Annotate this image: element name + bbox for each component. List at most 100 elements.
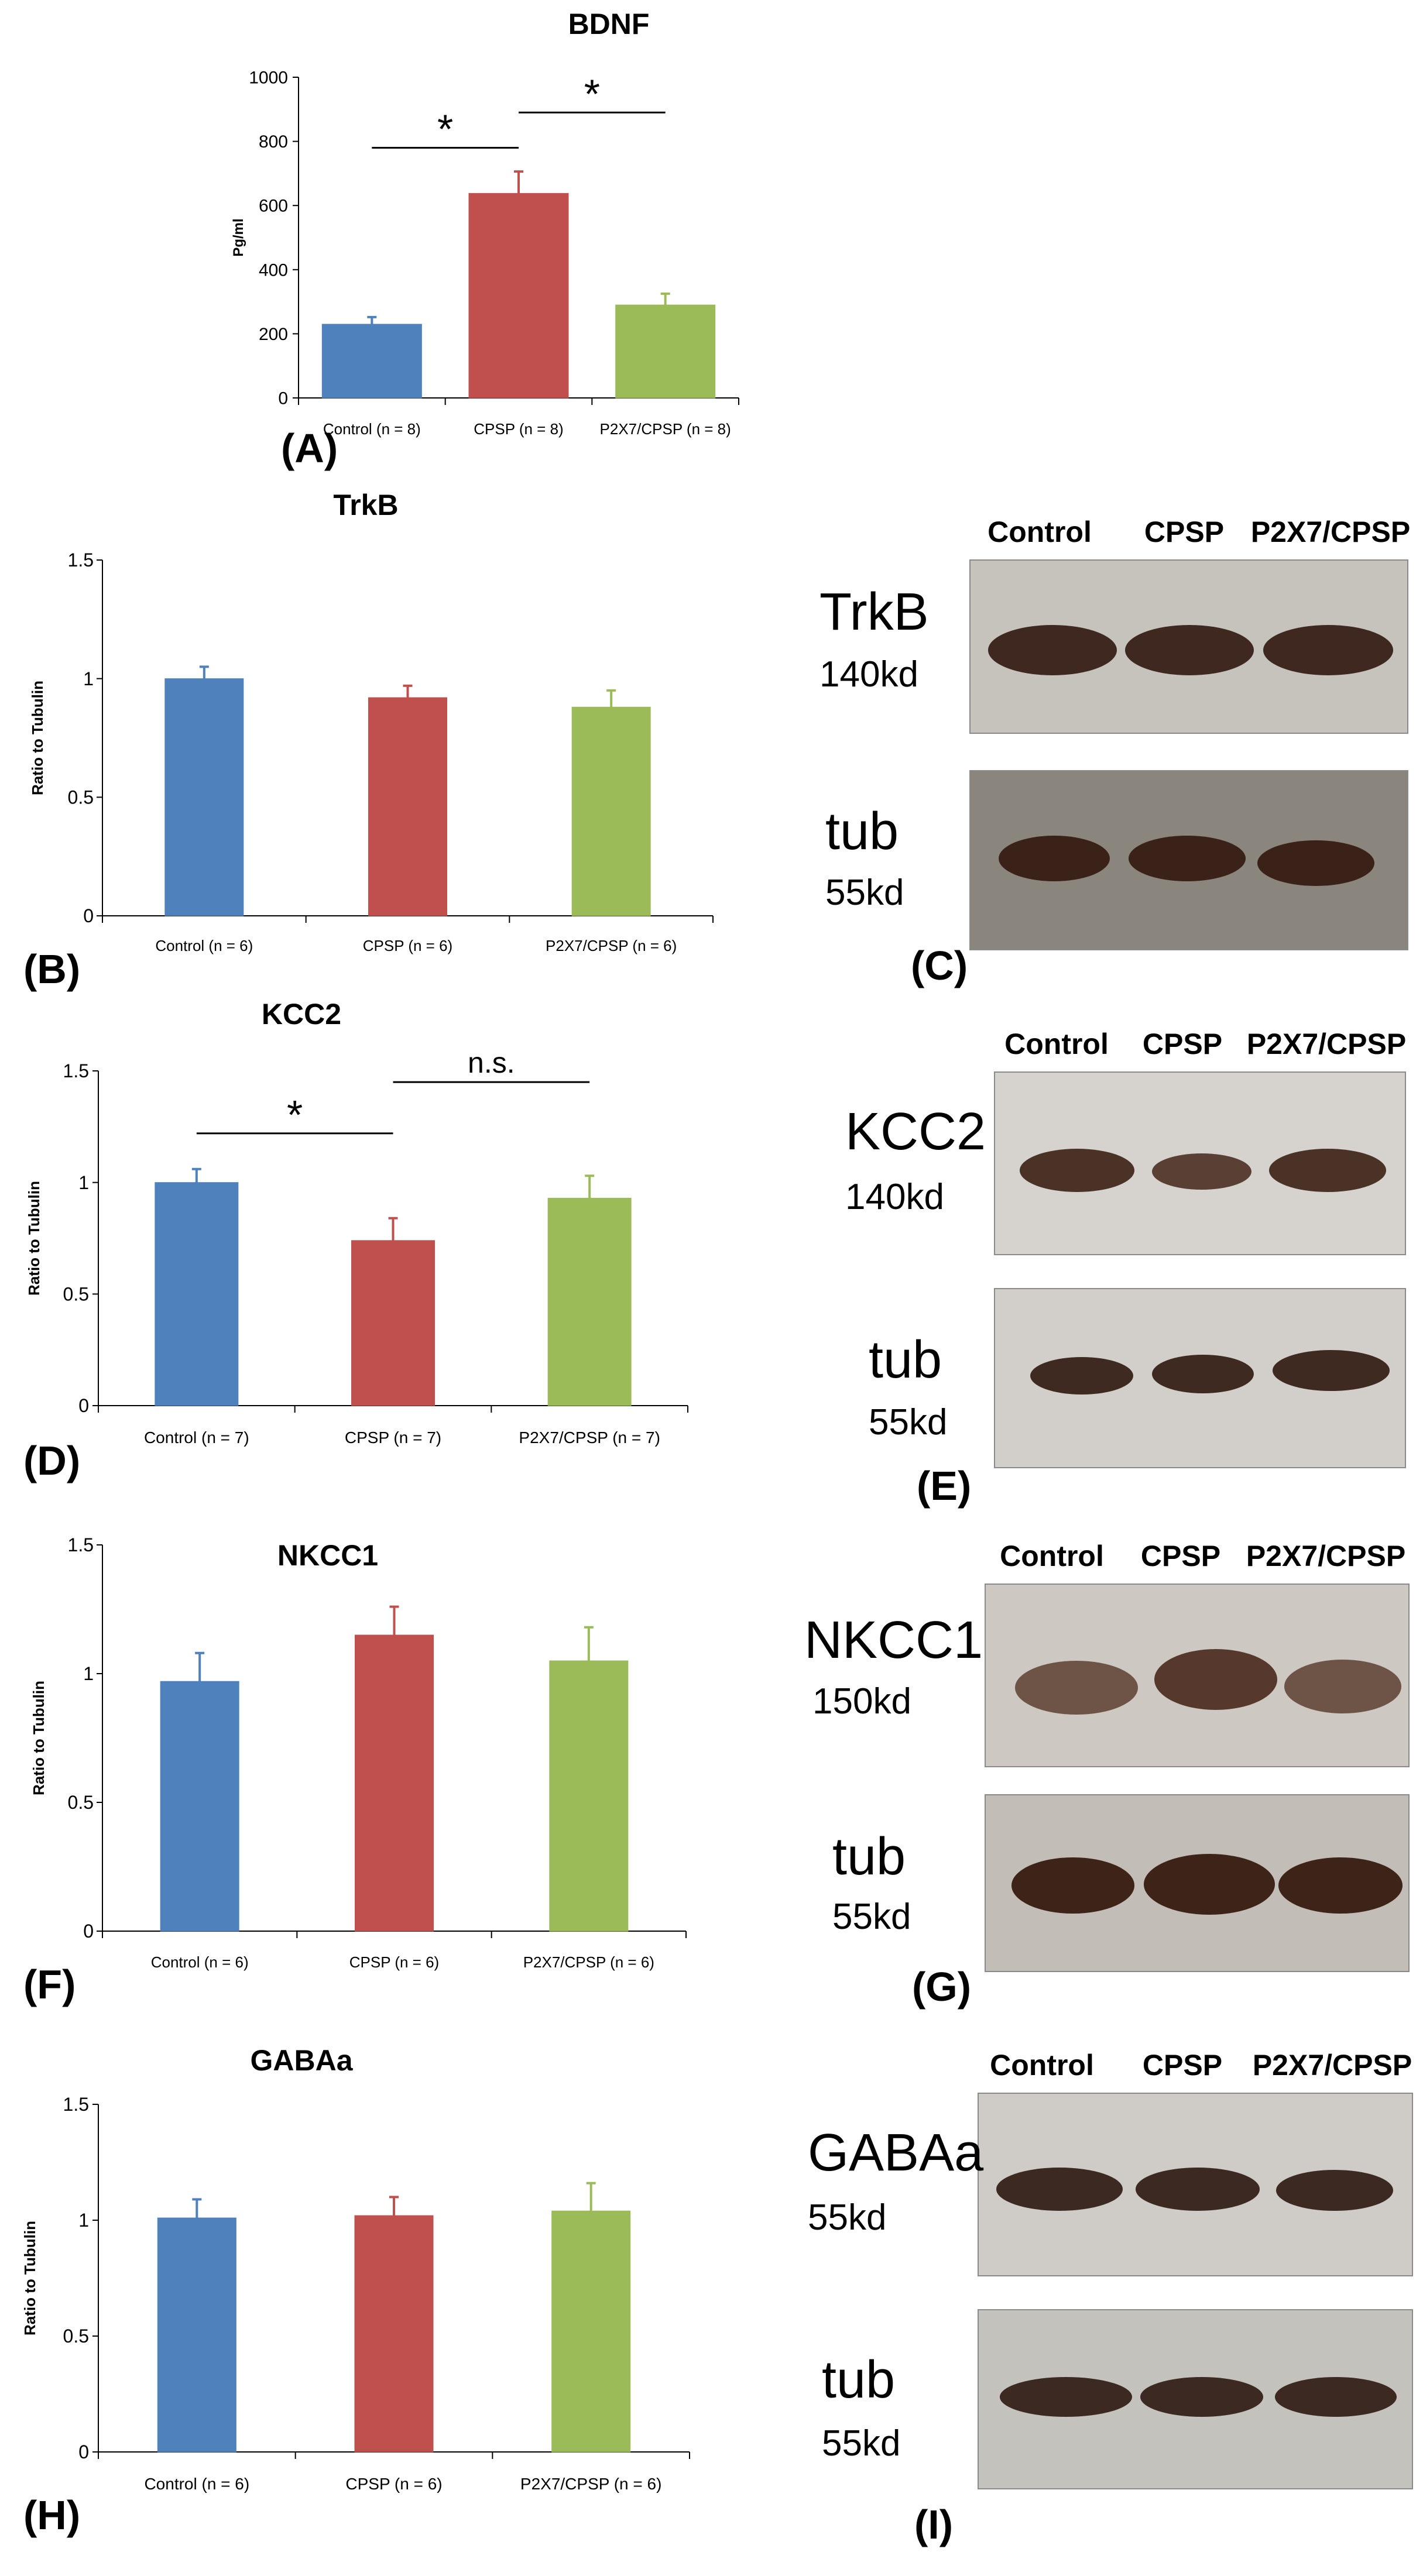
y-tick-label: 800 xyxy=(259,132,288,152)
bar xyxy=(615,304,716,399)
bar xyxy=(551,2210,631,2453)
y-tick-label: 1 xyxy=(83,1663,94,1684)
lane-label-cpsp: CPSP xyxy=(1140,1540,1221,1572)
loading-control-kd-label: 55kd xyxy=(822,2423,901,2464)
y-axis-label: Ratio to Tubulin xyxy=(29,681,46,795)
chart-title: KCC2 xyxy=(262,998,341,1031)
panel-label-g: (G) xyxy=(912,1964,972,2010)
panel-label-e: (E) xyxy=(917,1463,972,1509)
loading-control-blot-image xyxy=(994,1288,1406,1468)
significance-label: n.s. xyxy=(468,1046,515,1079)
protein-band xyxy=(996,2168,1123,2211)
y-tick-label: 0.5 xyxy=(68,1792,94,1813)
bar xyxy=(351,1240,435,1406)
protein-blot-image xyxy=(994,1071,1406,1255)
protein-kd-label: 55kd xyxy=(808,2197,887,2238)
protein-name-label: NKCC1 xyxy=(804,1611,983,1670)
protein-kd-label: 140kd xyxy=(819,654,918,695)
protein-band xyxy=(988,625,1117,675)
tubulin-band xyxy=(1275,2377,1397,2417)
category-label: P2X7/CPSP (n = 6) xyxy=(523,1953,654,1971)
loading-control-label: tub xyxy=(822,2351,896,2409)
tubulin-band xyxy=(1011,1857,1134,1914)
panel-label-c: (C) xyxy=(911,943,968,988)
loading-control-label: tub xyxy=(869,1331,942,1389)
chart-title: NKCC1 xyxy=(277,1539,378,1572)
tubulin-band xyxy=(1129,836,1246,881)
y-tick-label: 0 xyxy=(78,1395,89,1416)
protein-blot-image xyxy=(985,1584,1410,1767)
panel-label: (F) xyxy=(23,1962,76,2007)
category-label: P2X7/CPSP (n = 6) xyxy=(520,2475,662,2493)
y-axis-label: Pg/ml xyxy=(231,218,246,256)
protein-band xyxy=(1284,1660,1401,1713)
y-axis-label: Ratio to Tubulin xyxy=(25,1181,43,1296)
protein-band xyxy=(1154,1649,1277,1710)
significance-label: * xyxy=(437,107,453,152)
loading-control-kd-label: 55kd xyxy=(825,873,904,913)
tubulin-band xyxy=(1278,1857,1403,1914)
category-label: P2X7/CPSP (n = 7) xyxy=(519,1428,660,1447)
y-tick-label: 1.5 xyxy=(68,549,94,571)
bar xyxy=(549,1660,629,1932)
category-label: P2X7/CPSP (n = 8) xyxy=(600,420,731,438)
significance-label: * xyxy=(584,71,600,116)
lane-label-control: Control xyxy=(1004,1028,1109,1060)
loading-control-label: tub xyxy=(832,1828,906,1886)
category-label: Control (n = 6) xyxy=(151,1953,249,1971)
category-label: CPSP (n = 7) xyxy=(345,1428,441,1447)
y-tick-label: 0.5 xyxy=(63,1284,89,1305)
bar xyxy=(321,324,422,399)
category-label: CPSP (n = 6) xyxy=(349,1953,439,1971)
y-tick-label: 1.5 xyxy=(63,2094,89,2115)
category-label: CPSP (n = 6) xyxy=(363,937,452,954)
protein-kd-label: 140kd xyxy=(845,1177,944,1217)
lane-label-cpsp: CPSP xyxy=(1142,1028,1223,1060)
lane-label-cpsp: CPSP xyxy=(1142,2049,1223,2082)
bar xyxy=(547,1197,632,1406)
panel-label: (B) xyxy=(23,946,80,992)
panel-label-i: (I) xyxy=(914,2502,954,2547)
loading-control-blot-image xyxy=(969,770,1408,950)
y-tick-label: 200 xyxy=(259,325,288,344)
protein-name-label: GABAa xyxy=(808,2124,984,2182)
lane-label-p2x7-cpsp: P2X7/CPSP xyxy=(1252,2049,1412,2082)
bar xyxy=(468,193,569,399)
protein-band xyxy=(1125,625,1254,675)
bar xyxy=(155,1182,239,1406)
bar xyxy=(164,678,244,916)
category-label: CPSP (n = 6) xyxy=(345,2475,442,2493)
panel-label: (D) xyxy=(23,1438,80,1483)
lane-label-control: Control xyxy=(990,2049,1094,2082)
panel-label: (A) xyxy=(281,425,338,471)
y-tick-label: 1000 xyxy=(249,68,288,88)
western-blot-panel-i: Control CPSP P2X7/CPSP GABAa 55kd tub 55… xyxy=(808,2036,1422,2563)
protein-band xyxy=(1152,1153,1251,1190)
chart-title: TrkB xyxy=(333,489,398,521)
lane-label-control: Control xyxy=(1000,1540,1104,1572)
lane-label-p2x7-cpsp: P2X7/CPSP xyxy=(1250,516,1411,548)
protein-band xyxy=(1015,1661,1138,1715)
y-tick-label: 0 xyxy=(78,2441,89,2462)
tubulin-band xyxy=(1144,1854,1275,1915)
tubulin-band xyxy=(1152,1355,1254,1393)
protein-blot-image xyxy=(969,559,1408,734)
protein-kd-label: 150kd xyxy=(812,1681,911,1722)
western-blot-panel-c: Control CPSP P2X7/CPSP TrkB 140kd tub 55… xyxy=(808,503,1422,995)
western-blot-panel-g: Control CPSP P2X7/CPSP NKCC1 150kd tub 5… xyxy=(804,1527,1422,2025)
y-tick-label: 1.5 xyxy=(68,1534,94,1555)
western-blot-panel-e: Control CPSP P2X7/CPSP KCC2 140kd tub 55… xyxy=(808,1015,1422,1519)
y-tick-label: 0.5 xyxy=(68,787,94,808)
bar xyxy=(571,706,651,916)
y-tick-label: 1 xyxy=(78,1172,89,1193)
category-label: Control (n = 6) xyxy=(155,937,253,954)
bar xyxy=(157,2217,236,2453)
bar xyxy=(160,1681,239,1932)
protein-name-label: TrkB xyxy=(819,583,929,641)
tubulin-band xyxy=(1030,1357,1133,1395)
loading-control-label: tub xyxy=(825,802,899,861)
y-tick-label: 0.5 xyxy=(63,2326,89,2347)
y-tick-label: 1 xyxy=(78,2210,89,2231)
protein-name-label: KCC2 xyxy=(845,1102,986,1161)
